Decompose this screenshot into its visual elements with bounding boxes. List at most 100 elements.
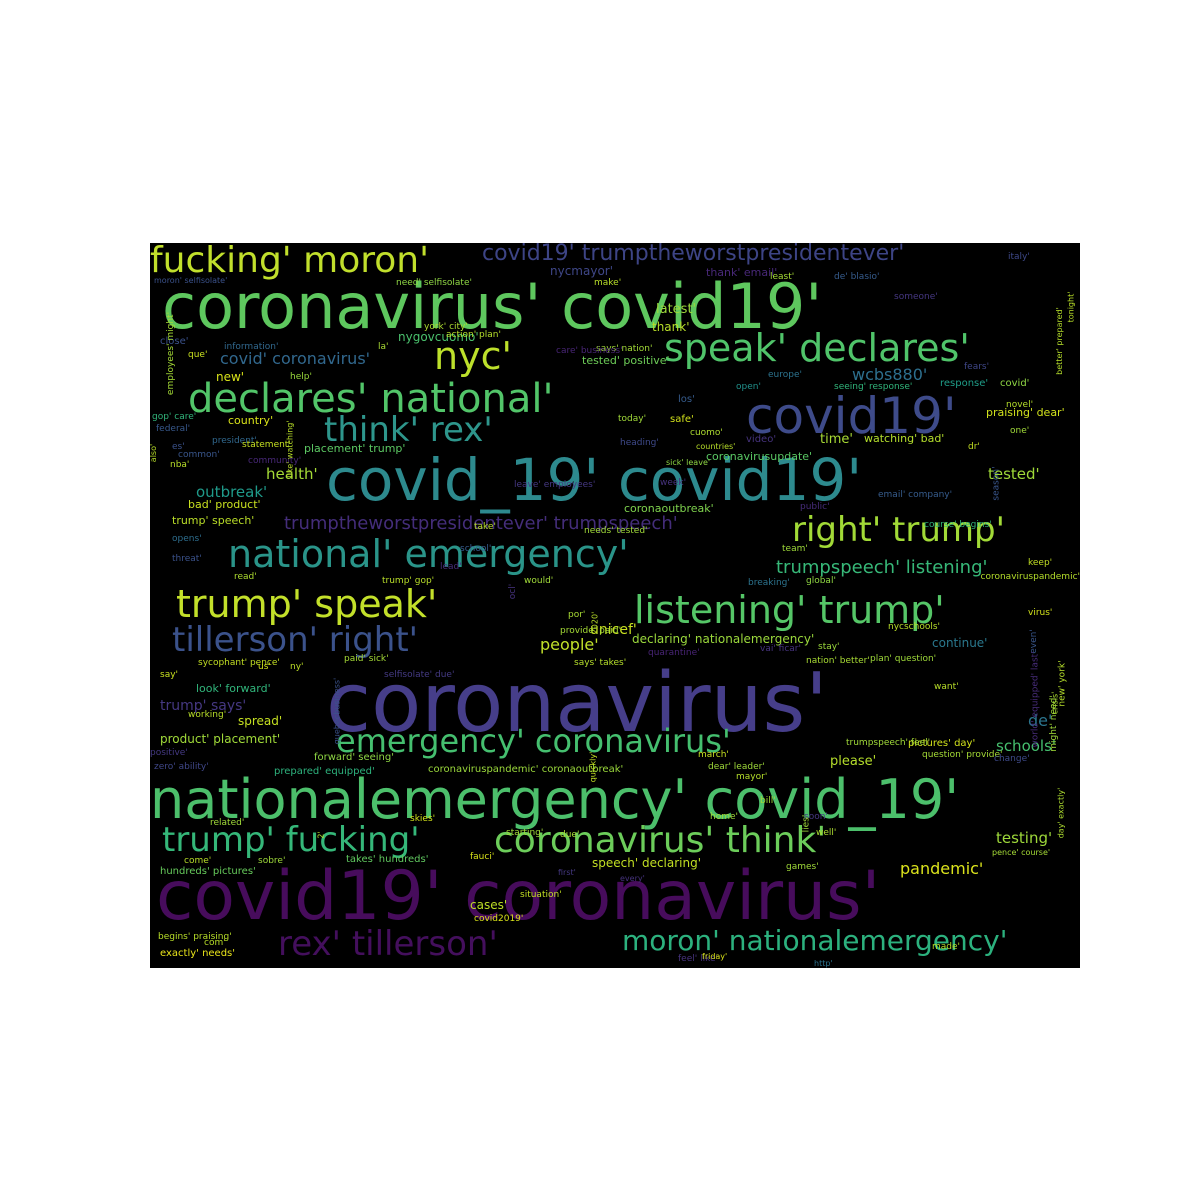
word: prepared' equipped' <box>274 766 375 777</box>
word: close' <box>160 336 189 347</box>
word: opens' <box>172 534 202 544</box>
word: continue' <box>932 636 988 650</box>
word: country' <box>228 414 274 427</box>
word: someone' <box>894 292 938 302</box>
word: ocl' <box>508 583 519 600</box>
word: time' <box>820 432 853 447</box>
word: italy' <box>1008 252 1030 262</box>
word: schools' <box>996 737 1057 755</box>
word: covid_19' covid19' <box>326 446 863 514</box>
word: right' trump' <box>792 510 1005 550</box>
word: nycschools' <box>888 622 940 632</box>
word: today' <box>618 414 647 424</box>
word: look' forward' <box>196 682 271 695</box>
word: also' <box>150 443 159 463</box>
word: bill' <box>760 796 776 806</box>
word: los' <box>678 394 695 405</box>
word: read' <box>234 572 257 582</box>
word: health' <box>266 465 318 483</box>
word: testing' <box>996 829 1053 847</box>
word: positive' <box>150 748 188 758</box>
word: march' <box>698 750 729 760</box>
word: week' <box>660 478 687 488</box>
word: help' <box>290 372 312 382</box>
word: speak' declares' <box>664 326 970 370</box>
word: coronavirus' <box>326 656 828 751</box>
word: moron' nationalemergency' <box>622 924 1008 957</box>
word: tested' <box>988 465 1040 483</box>
word: due' <box>560 830 580 840</box>
word: thank' <box>652 320 690 334</box>
word: video' <box>746 434 777 445</box>
word: com' <box>204 938 226 948</box>
word: sick' leave' <box>666 458 711 467</box>
word: speech' declaring' <box>592 856 702 870</box>
word: cuomo' <box>690 428 723 438</box>
word: stay' <box>818 642 840 652</box>
word: come' <box>184 856 212 866</box>
word: heading' <box>620 438 659 448</box>
word: world' equipped' last' <box>1030 651 1041 748</box>
word: paid' sick' <box>344 654 389 664</box>
word: make' <box>594 278 622 288</box>
word: games' <box>786 862 819 872</box>
word: tonight' <box>1066 291 1076 323</box>
word: says' takes' <box>574 658 627 668</box>
word: skies' <box>410 814 436 824</box>
word: take' <box>474 522 496 532</box>
word: covid' <box>1000 378 1030 389</box>
word: de' <box>1028 711 1053 730</box>
word: moron' selfisolate' <box>154 276 228 285</box>
word: nycmayor' <box>550 264 614 278</box>
word: public' <box>800 502 830 512</box>
word: gop' care' <box>152 412 197 422</box>
word: trumptheworstpresidentever' trumpspeech' <box>284 513 678 534</box>
word: every' <box>620 874 645 883</box>
word: coronavirus' think' <box>494 820 827 861</box>
word: covid19' coronavirus' <box>156 857 881 936</box>
word: care' business' <box>556 346 623 356</box>
word: watching' bad' <box>864 432 945 445</box>
word: europe' <box>768 370 802 380</box>
word: trump' speech' <box>172 514 255 527</box>
word: needs' tested' <box>584 526 648 536</box>
word: breaking' <box>748 578 790 588</box>
word: nationalemergency' covid_19' <box>150 768 960 831</box>
word: coronaoutbreak' <box>624 502 714 515</box>
word: lies' <box>801 814 812 833</box>
word: sobre' <box>258 856 286 866</box>
word: praising' dear' <box>986 406 1065 419</box>
word: selfisolate' due' <box>384 670 455 680</box>
word: open' <box>736 382 761 392</box>
word: one' <box>1010 426 1030 436</box>
word: want' <box>934 682 959 692</box>
word: emergency' coronavirus' <box>336 722 731 760</box>
word: new' york' <box>1057 660 1068 707</box>
word: nygovcuomo' <box>398 330 479 344</box>
word: federal' <box>156 424 191 434</box>
word: bad' product' <box>188 498 261 511</box>
word: action' plan' <box>446 330 501 340</box>
word: global' <box>806 576 836 586</box>
word: first' <box>558 868 576 877</box>
word: que' <box>188 350 208 360</box>
word: listening' trump' <box>634 588 945 632</box>
word: coronavirusupdate' <box>706 450 813 463</box>
word: provide' paid' <box>560 626 622 636</box>
word: trump' fucking' <box>162 820 420 860</box>
word: national' emergency' <box>228 532 629 576</box>
word: well' <box>816 828 837 838</box>
word: covid' coronavirus' <box>220 349 371 368</box>
word: think' rex' <box>324 410 493 450</box>
word: takes' hundreds' <box>346 854 429 865</box>
word: dear' leader' <box>708 762 765 772</box>
word: http' <box>814 959 833 968</box>
word: placement' trump' <box>304 442 406 455</box>
word: pictures' day' <box>908 738 976 749</box>
word: response' <box>940 378 989 389</box>
word: de' blasio' <box>834 272 880 282</box>
word: pandemic' <box>900 859 984 878</box>
word: nba' <box>170 460 190 470</box>
word: keep' <box>1028 558 1053 568</box>
word: soon' <box>804 812 828 822</box>
